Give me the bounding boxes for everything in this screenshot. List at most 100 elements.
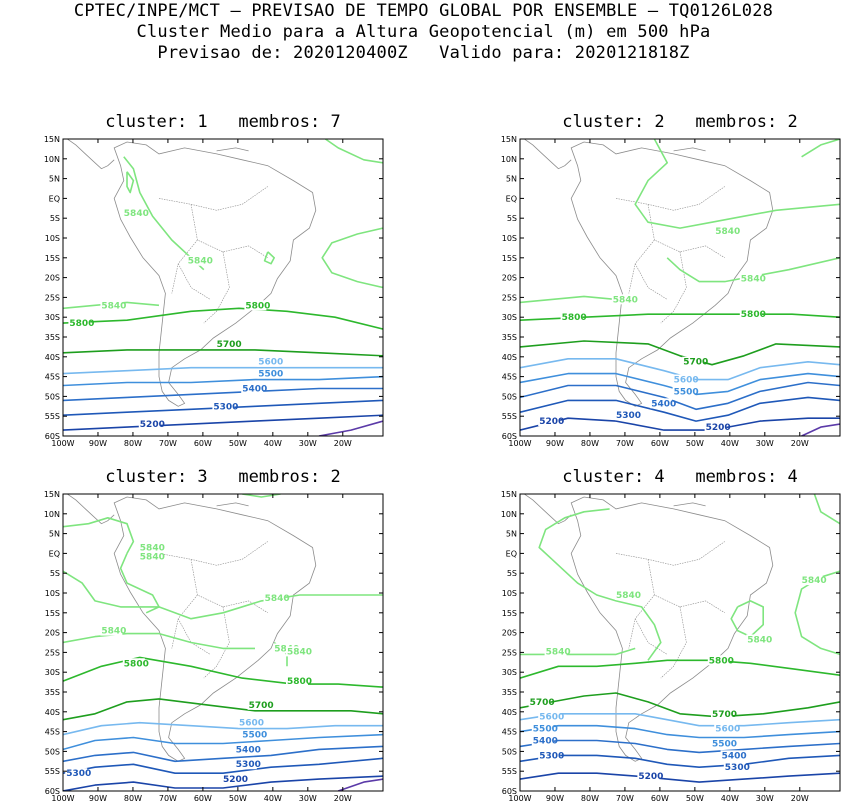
- contour-label: 5840: [613, 295, 638, 305]
- contour-label-bg: [247, 699, 270, 710]
- lon-label: 30W: [756, 794, 774, 803]
- contour-label: 5500: [533, 725, 558, 735]
- contour-line-5400: [520, 381, 840, 411]
- contour-label-bg: [234, 744, 257, 755]
- contour-line-5500: [520, 372, 840, 396]
- contour-label-bg: [238, 717, 260, 728]
- contour-line-5400: [63, 387, 383, 402]
- country-border: [634, 618, 668, 655]
- lat-label: 30S: [45, 668, 60, 677]
- contour-label-bg: [138, 551, 161, 562]
- contour-label-bg: [286, 676, 308, 687]
- lat-label: 5S: [507, 569, 517, 578]
- map-area: 5840584058405840584058405800580057005600…: [63, 494, 383, 791]
- contour-label: 5200: [539, 417, 564, 427]
- map-cluster-3: 5840584058405840584058405800580057005600…: [44, 490, 384, 803]
- coastline-caribbean: [673, 502, 706, 507]
- contour-label: 5300: [539, 751, 564, 761]
- lat-label: 5N: [506, 530, 517, 539]
- contour-line-5200: [520, 417, 840, 431]
- lat-label: 35S: [502, 688, 517, 697]
- contour-line-5100: [801, 423, 840, 436]
- contour-label-bg: [611, 294, 634, 305]
- lon-label: 20W: [334, 794, 352, 803]
- country-border: [177, 618, 211, 655]
- country-border: [647, 559, 725, 614]
- contour-line-5200: [63, 414, 383, 431]
- lat-label: 20S: [502, 629, 517, 638]
- panel-title: cluster: 4 membros: 4: [562, 467, 798, 487]
- lat-label: 35S: [45, 333, 60, 342]
- contour-label: 5400: [533, 736, 558, 746]
- contour-line-5300: [520, 754, 840, 768]
- lat-label: 30S: [502, 668, 517, 677]
- lat-label: 10S: [502, 234, 517, 243]
- contour-label: 5700: [217, 340, 242, 350]
- lat-label: 55S: [502, 412, 517, 421]
- lat-label: 10N: [44, 510, 60, 519]
- lat-label: 20S: [45, 629, 60, 638]
- lat-label: 5S: [50, 569, 60, 578]
- contour-label-bg: [122, 208, 145, 219]
- map-layers: 5840 5840 5840 5800 5800 5700 5600 5500 5400 5300…: [44, 135, 384, 448]
- contour-line-5840: [126, 171, 135, 194]
- lon-label: 30W: [299, 439, 317, 448]
- contour-label-bg: [800, 575, 823, 586]
- contour-line-5800: [520, 313, 840, 321]
- contour-line-5200: [520, 772, 840, 783]
- lat-label: 40S: [45, 708, 60, 717]
- contour-line-5400: [520, 739, 840, 754]
- lat-label: 10N: [501, 510, 517, 519]
- lon-label: 100W: [508, 794, 531, 803]
- contour-label: 5300: [725, 763, 750, 773]
- contour-label: 5500: [712, 739, 737, 749]
- contour-label-bg: [711, 708, 733, 719]
- contour-line-5840: [813, 494, 840, 525]
- lon-label: 70W: [616, 794, 634, 803]
- contour-line-5700: [63, 698, 383, 721]
- lon-label: 30W: [756, 439, 774, 448]
- contour-label: 5800: [741, 310, 766, 320]
- contour-label-bg: [222, 774, 244, 785]
- contour-label-bg: [538, 416, 561, 427]
- contour-label: 5840: [546, 647, 571, 657]
- lon-label: 40W: [264, 439, 282, 448]
- contour-label: 5840: [140, 543, 165, 553]
- contour-line-5700: [63, 349, 383, 357]
- contour-label: 5200: [140, 420, 165, 430]
- contour-label: 5800: [709, 656, 734, 666]
- contour-line-5840: [520, 295, 617, 304]
- lon-label: 40W: [264, 794, 282, 803]
- contour-label-bg: [212, 401, 235, 412]
- contour-label-bg: [672, 386, 695, 397]
- country-border: [634, 263, 668, 300]
- lat-label: 35S: [45, 688, 60, 697]
- contour-line-5800: [63, 307, 383, 330]
- contour-line-5700: [520, 692, 840, 718]
- map-area: 5840 5840 5840 5840 5800 5700 5700 5600 5600 5500…: [520, 494, 840, 783]
- lat-label: 60S: [502, 787, 517, 796]
- lat-label: 35S: [502, 333, 517, 342]
- contour-label-bg: [544, 646, 567, 657]
- contour-label-bg: [531, 723, 554, 734]
- lon-label: 80W: [581, 439, 599, 448]
- lat-label: 15S: [45, 609, 60, 618]
- contour-label: 5400: [236, 745, 261, 755]
- lon-label: 20W: [791, 794, 809, 803]
- lat-label: 40S: [502, 708, 517, 717]
- contour-label-bg: [538, 711, 561, 722]
- lon-label: 40W: [721, 794, 739, 803]
- contour-label-bg: [746, 634, 769, 645]
- lat-label: 10S: [502, 589, 517, 598]
- contour-label: 5840: [715, 227, 740, 237]
- lat-label: 50S: [502, 747, 517, 756]
- lon-label: 70W: [159, 794, 177, 803]
- panel-title: cluster: 3 membros: 2: [105, 467, 341, 487]
- coastline-caribbean: [216, 147, 249, 152]
- lon-label: 60W: [194, 794, 212, 803]
- lat-label: 5N: [49, 175, 60, 184]
- country-border: [203, 251, 230, 324]
- contour-label: 5300: [236, 760, 261, 770]
- lat-label: 25S: [502, 293, 517, 302]
- contour-label-bg: [257, 368, 280, 379]
